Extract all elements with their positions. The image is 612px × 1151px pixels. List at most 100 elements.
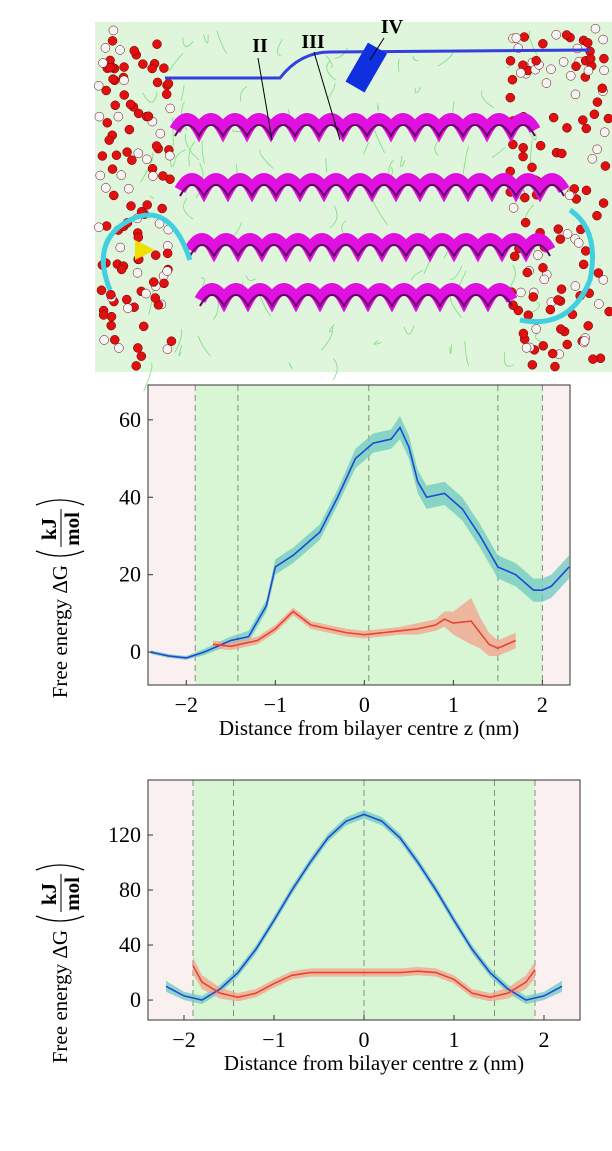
- water: [570, 281, 581, 291]
- water: [597, 83, 608, 94]
- water: [108, 74, 118, 84]
- helix-label: IV: [381, 16, 404, 38]
- lipid: [329, 205, 338, 229]
- loop: [100, 212, 193, 291]
- water: [119, 90, 130, 100]
- water: [101, 85, 111, 96]
- water: [106, 289, 116, 300]
- x-tick-label: −2: [175, 692, 198, 717]
- paren: [35, 499, 85, 506]
- water: [566, 71, 576, 81]
- water: [133, 343, 143, 353]
- lipid: [506, 65, 511, 69]
- water: [96, 285, 107, 296]
- outer-region: [535, 780, 580, 1020]
- water: [122, 147, 132, 157]
- water: [107, 164, 118, 174]
- helix-label: III: [301, 31, 325, 53]
- lipid: [373, 340, 382, 345]
- lipid: [374, 130, 385, 154]
- water: [521, 343, 532, 353]
- y-axis-label-group: Free energy ΔG kJ mol: [35, 499, 85, 698]
- helix-label: II: [252, 35, 268, 57]
- water: [535, 140, 546, 151]
- water: [161, 89, 172, 100]
- water: [520, 192, 530, 203]
- water: [94, 222, 104, 233]
- lipid: [200, 277, 206, 287]
- water: [587, 153, 598, 164]
- x-tick-label: −2: [172, 1027, 195, 1052]
- water: [100, 43, 111, 53]
- water: [555, 234, 566, 244]
- water: [593, 268, 604, 278]
- water: [600, 161, 611, 171]
- water: [108, 25, 119, 36]
- water: [558, 57, 569, 67]
- water: [511, 33, 522, 43]
- water: [516, 287, 526, 298]
- water: [578, 115, 588, 125]
- water: [101, 221, 112, 231]
- water: [148, 277, 159, 287]
- water: [151, 141, 162, 151]
- lipid: [437, 52, 454, 67]
- water: [515, 68, 526, 78]
- paren: [35, 550, 85, 557]
- x-tick-label: −1: [262, 1027, 285, 1052]
- error-band: [212, 597, 516, 656]
- molecule-render: II III IV: [93, 16, 612, 392]
- water: [116, 170, 127, 180]
- x-axis-label: Distance from bilayer centre z (nm): [224, 1051, 524, 1075]
- y-axis-label-group: Free energy ΔG kJ mol: [35, 864, 85, 1063]
- water: [119, 62, 129, 72]
- y-tick-label: 40: [119, 484, 141, 509]
- water: [527, 360, 538, 370]
- water: [141, 288, 151, 299]
- water: [553, 295, 563, 305]
- water: [561, 30, 572, 40]
- water: [592, 144, 602, 155]
- x-tick-label: 1: [448, 692, 459, 717]
- water: [588, 354, 598, 364]
- water: [541, 78, 552, 88]
- lipid: [327, 83, 336, 100]
- water: [158, 171, 168, 181]
- lipid: [140, 152, 154, 183]
- water: [599, 65, 609, 76]
- water: [583, 321, 593, 331]
- y-tick-label: 80: [119, 877, 141, 902]
- helix-edge: [199, 294, 513, 309]
- water: [508, 139, 518, 150]
- water: [598, 198, 609, 208]
- water: [110, 100, 120, 111]
- lipid: [403, 325, 415, 335]
- water: [523, 310, 534, 320]
- water: [531, 55, 541, 66]
- lipid: [400, 155, 406, 167]
- water: [113, 111, 124, 122]
- lipid: [197, 335, 211, 357]
- water: [106, 311, 117, 322]
- lipid: [325, 158, 328, 173]
- water: [105, 63, 116, 73]
- water: [99, 335, 109, 345]
- series-line: [165, 813, 563, 1001]
- water: [148, 171, 158, 181]
- water: [547, 348, 558, 359]
- water: [533, 250, 543, 260]
- lipid: [288, 362, 293, 370]
- lipid: [508, 264, 516, 289]
- helix-edge: [179, 184, 565, 199]
- water: [562, 339, 572, 350]
- water: [505, 56, 516, 66]
- water: [551, 30, 561, 40]
- water: [599, 53, 609, 64]
- lipid: [188, 141, 196, 167]
- water: [94, 111, 105, 122]
- lipid: [143, 362, 153, 392]
- water: [126, 201, 136, 211]
- water: [142, 154, 152, 165]
- y-unit-top: kJ: [37, 883, 61, 905]
